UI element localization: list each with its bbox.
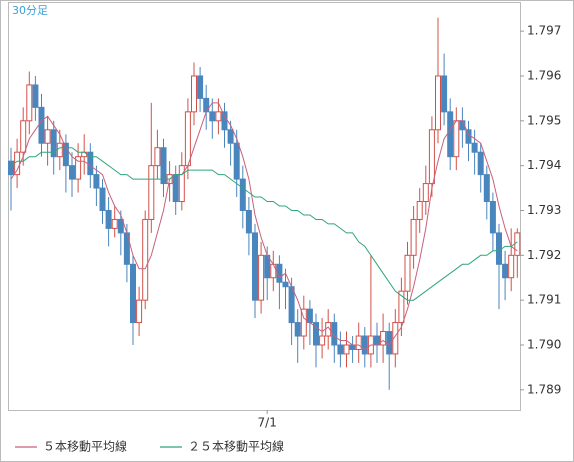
candle-body (428, 129, 435, 185)
candle-body (111, 218, 118, 229)
candle-body (69, 165, 75, 180)
candle-body (227, 129, 234, 144)
candle-body (178, 165, 185, 203)
y-tick-label: 1.795 (527, 113, 561, 127)
candle-body (404, 254, 411, 292)
y-tick-label: 1.794 (527, 158, 561, 172)
legend-label: ２５本移動平均線 (188, 439, 284, 454)
candle-body (75, 156, 82, 180)
candle-body (294, 322, 301, 337)
plot-area (8, 2, 521, 411)
candle-body (416, 201, 423, 220)
candle-body (258, 254, 265, 301)
candle-body (8, 160, 14, 176)
candle-body (148, 165, 155, 220)
ma-line (10, 147, 518, 301)
timeframe-label: 30分足 (12, 4, 48, 17)
x-tick-label: 7/1 (258, 416, 277, 430)
candle-body (514, 232, 521, 256)
candle-body (300, 308, 307, 337)
candle-body (14, 151, 21, 176)
candle-body (361, 335, 368, 355)
ma-line (10, 102, 518, 351)
candle-body (270, 263, 277, 279)
candle-body (471, 142, 478, 153)
candle-body (154, 147, 161, 167)
candle-body (483, 174, 490, 203)
candle-body (172, 174, 179, 203)
y-tick-label: 1.791 (527, 293, 561, 307)
y-tick-label: 1.792 (527, 248, 561, 262)
candle-body (398, 290, 405, 324)
candle-body (142, 218, 149, 301)
candle-body (191, 75, 197, 113)
candle-body (465, 129, 472, 144)
candle-body (453, 120, 460, 158)
candle-body (184, 111, 191, 167)
y-tick-label: 1.790 (527, 337, 561, 351)
y-tick-label: 1.789 (527, 382, 561, 396)
candle-body (50, 129, 57, 158)
candle-body (20, 120, 27, 153)
candle-body (130, 263, 136, 324)
candle-body (435, 75, 441, 131)
candle-body (62, 142, 69, 167)
candle-body (26, 84, 33, 122)
candle-body (331, 322, 338, 346)
legend-label: ５本移動平均線 (43, 439, 127, 454)
y-tick-label: 1.797 (527, 24, 561, 38)
candle-body (343, 344, 350, 355)
candle-body (245, 209, 252, 234)
candle-body (44, 129, 51, 144)
candle-body (288, 286, 295, 324)
candle-body (99, 187, 106, 211)
candle-body (502, 263, 509, 279)
candle-body (221, 111, 228, 131)
candle-body (496, 232, 502, 265)
candle-body (380, 331, 387, 346)
candle-body (160, 147, 167, 185)
candle-body (319, 335, 326, 346)
candle-body (117, 218, 124, 234)
candle-body (209, 111, 216, 122)
candle-body (38, 106, 45, 144)
candle-body (477, 151, 484, 176)
candle-body (441, 75, 448, 113)
candle-body (32, 84, 39, 108)
candle-body (93, 174, 100, 189)
candle-body (422, 183, 429, 203)
candle-body (56, 142, 63, 158)
candle-body (215, 111, 222, 122)
candle-body (337, 344, 344, 355)
candle-body (252, 232, 258, 301)
candle-body (136, 299, 143, 324)
candle-body (447, 111, 454, 158)
candle-body (392, 322, 399, 355)
candle-body (349, 344, 356, 350)
candle-body (355, 335, 362, 350)
y-tick-label: 1.796 (527, 68, 561, 82)
candle-body (313, 322, 319, 346)
candle-body (489, 201, 496, 234)
candle-body (508, 254, 515, 279)
candle-body (239, 178, 246, 211)
candle-body (233, 142, 240, 180)
candle-body (410, 218, 417, 256)
y-tick-label: 1.793 (527, 203, 561, 217)
candle-body (282, 281, 289, 288)
candle-body (306, 308, 313, 324)
candle-body (197, 75, 204, 99)
candle-body (105, 209, 112, 229)
